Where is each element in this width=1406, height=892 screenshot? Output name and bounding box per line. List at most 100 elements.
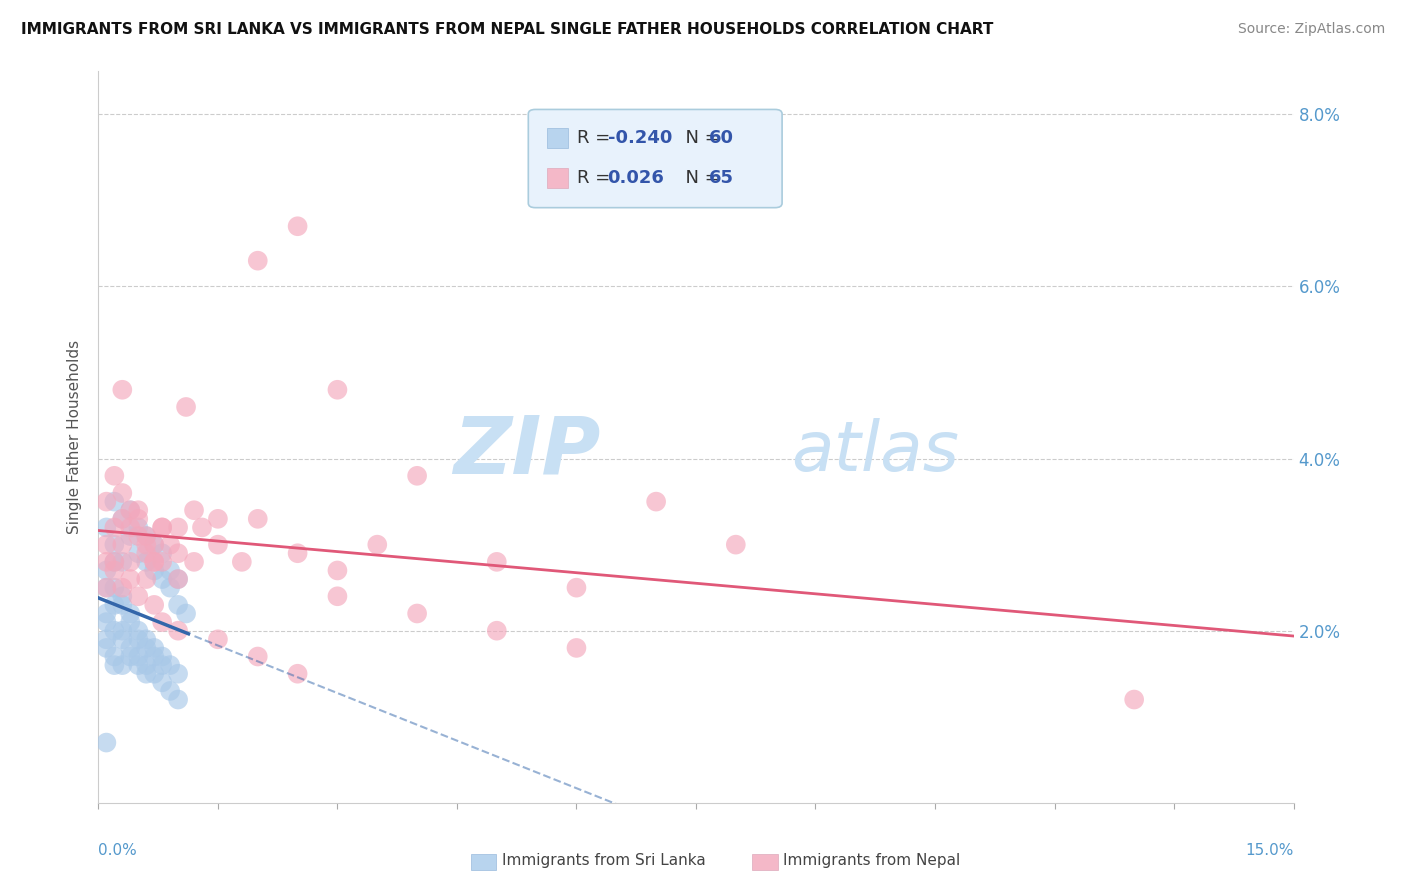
Point [96, 607, 118, 621]
Point [485, 624, 508, 638]
Point [231, 555, 253, 569]
Point [103, 555, 125, 569]
Text: 0.0%: 0.0% [98, 843, 138, 858]
Point [406, 468, 429, 483]
Point [135, 538, 157, 552]
Point [96, 640, 118, 655]
Point [326, 564, 349, 578]
Point [103, 598, 125, 612]
Point [143, 564, 166, 578]
Point [103, 624, 125, 638]
Point [96, 615, 118, 629]
Point [207, 632, 229, 647]
Point [111, 581, 134, 595]
Point [127, 649, 149, 664]
Point [207, 512, 229, 526]
Point [143, 538, 166, 552]
Point [246, 512, 269, 526]
Point [103, 649, 125, 664]
Point [159, 538, 181, 552]
Point [645, 494, 668, 508]
Point [174, 607, 197, 621]
Point [1123, 692, 1146, 706]
Point [150, 658, 173, 673]
Point [167, 624, 190, 638]
Point [135, 529, 157, 543]
Point [127, 512, 149, 526]
Point [167, 572, 190, 586]
Point [135, 546, 157, 560]
Point [111, 512, 134, 526]
Point [127, 589, 149, 603]
Point [135, 572, 157, 586]
Point [167, 520, 190, 534]
Point [150, 615, 173, 629]
Point [96, 632, 118, 647]
Point [120, 503, 142, 517]
Point [724, 538, 747, 552]
Point [120, 520, 142, 534]
Point [96, 735, 118, 749]
Point [143, 640, 166, 655]
Point [143, 649, 166, 664]
Point [127, 546, 149, 560]
Point [143, 538, 166, 552]
Point [111, 589, 134, 603]
Point [565, 640, 588, 655]
Point [103, 658, 125, 673]
Point [150, 520, 173, 534]
Point [150, 520, 173, 534]
Point [135, 529, 157, 543]
Text: 15.0%: 15.0% [1246, 843, 1294, 858]
Point [565, 581, 588, 595]
Text: Immigrants from Sri Lanka: Immigrants from Sri Lanka [502, 854, 706, 868]
Point [366, 538, 388, 552]
Point [150, 572, 173, 586]
Point [167, 546, 190, 560]
Point [150, 675, 173, 690]
Text: 0.026: 0.026 [607, 169, 665, 187]
Point [120, 615, 142, 629]
Point [96, 581, 118, 595]
Point [167, 572, 190, 586]
Point [150, 649, 173, 664]
Point [103, 468, 125, 483]
Text: Immigrants from Nepal: Immigrants from Nepal [783, 854, 960, 868]
Point [111, 624, 134, 638]
Point [111, 383, 134, 397]
Point [135, 632, 157, 647]
Text: 65: 65 [709, 169, 734, 187]
Point [191, 520, 214, 534]
Point [287, 219, 309, 234]
Point [159, 684, 181, 698]
Point [183, 555, 205, 569]
Point [287, 666, 309, 681]
Text: R =: R = [576, 129, 616, 147]
Point [159, 581, 181, 595]
Point [96, 581, 118, 595]
Point [96, 494, 118, 508]
Point [120, 572, 142, 586]
Point [127, 624, 149, 638]
Point [120, 503, 142, 517]
Point [120, 649, 142, 664]
Point [103, 538, 125, 552]
Point [485, 555, 508, 569]
Point [167, 666, 190, 681]
Point [246, 649, 269, 664]
Point [167, 598, 190, 612]
Text: Source: ZipAtlas.com: Source: ZipAtlas.com [1237, 22, 1385, 37]
Text: 60: 60 [709, 129, 734, 147]
Point [183, 503, 205, 517]
Point [143, 555, 166, 569]
Point [246, 253, 269, 268]
Point [150, 546, 173, 560]
Point [135, 555, 157, 569]
Point [174, 400, 197, 414]
Point [103, 494, 125, 508]
Point [127, 529, 149, 543]
Point [120, 555, 142, 569]
Point [96, 555, 118, 569]
Point [143, 666, 166, 681]
Point [103, 581, 125, 595]
